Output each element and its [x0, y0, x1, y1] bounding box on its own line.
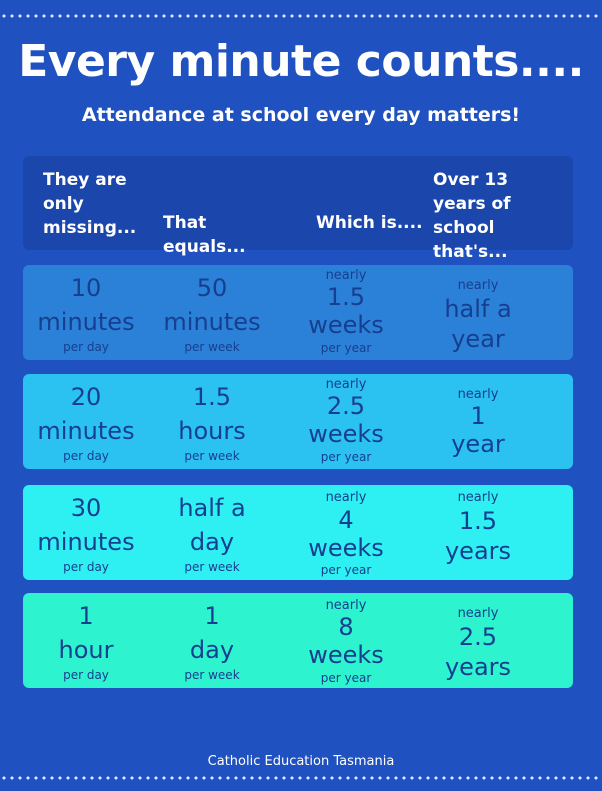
footer-credit: Catholic Education Tasmania — [207, 754, 395, 769]
cell-value: day — [189, 528, 235, 556]
cell-unit: per week — [184, 449, 240, 463]
cell-nearly: nearly — [457, 490, 499, 505]
cell-unit: per day — [63, 560, 109, 574]
cell-nearly: nearly — [457, 606, 499, 621]
header-missing: They are only missing... — [43, 170, 137, 238]
bottom-dotted-border — [0, 776, 602, 780]
cell-value: 20 — [70, 383, 102, 411]
cell-over-13-years: nearly half a year — [413, 265, 543, 372]
cell-value: minutes — [163, 308, 261, 336]
cell-unit: per year — [320, 341, 372, 355]
cell-value: hour — [58, 636, 114, 664]
cell-value: years — [444, 653, 512, 681]
cell-value: 8 — [338, 613, 354, 641]
cell-value: weeks — [308, 420, 384, 448]
cell-unit: per week — [184, 668, 240, 682]
cell-unit: per year — [320, 450, 372, 464]
cell-missing: 30 minutes per day — [23, 485, 149, 586]
header-equals: That equals... — [163, 213, 246, 257]
cell-which-is: nearly 1.5 weeks per year — [281, 265, 411, 362]
page-subtitle: Attendance at school every day matters! — [81, 104, 521, 126]
cell-unit: per week — [184, 560, 240, 574]
cell-value: minutes — [37, 308, 135, 336]
cell-value: 30 — [70, 494, 102, 522]
cell-value: 1 — [204, 602, 220, 630]
cell-missing: 1 hour per day — [23, 593, 149, 694]
cell-missing: 20 minutes per day — [23, 374, 149, 475]
cell-value: weeks — [308, 641, 384, 669]
header-over-13-years: Over 13 years of school that's... — [433, 170, 511, 262]
cell-over-13-years: nearly 2.5 years — [413, 593, 543, 700]
cell-unit: per year — [320, 563, 372, 577]
table-row: 1 hour per day 1 day per week nearly 8 w… — [23, 593, 573, 688]
cell-which-is: nearly 4 weeks per year — [281, 485, 411, 584]
cell-nearly: nearly — [457, 278, 499, 293]
cell-missing: 10 minutes per day — [23, 265, 149, 366]
cell-value: hours — [178, 417, 246, 445]
cell-unit: per day — [63, 668, 109, 682]
cell-nearly: nearly — [325, 490, 367, 505]
cell-nearly: nearly — [325, 268, 367, 283]
cell-value: 1 — [78, 602, 94, 630]
cell-value: 1.5 — [192, 383, 232, 411]
header-which-is: Which is.... — [316, 213, 423, 233]
cell-equals: 1.5 hours per week — [149, 374, 275, 475]
top-dotted-border — [0, 14, 602, 18]
cell-value: 1 — [470, 402, 486, 430]
cell-value: 2.5 — [326, 392, 366, 420]
cell-value: half a — [444, 295, 512, 323]
cell-unit: per week — [184, 340, 240, 354]
cell-value: minutes — [37, 417, 135, 445]
cell-value: day — [189, 636, 235, 664]
table-row: 30 minutes per day half a day per week n… — [23, 485, 573, 580]
cell-value: 2.5 — [458, 623, 498, 651]
cell-value: 50 — [196, 274, 228, 302]
cell-which-is: nearly 8 weeks per year — [281, 593, 411, 692]
cell-value: year — [451, 325, 505, 353]
cell-value: 1.5 — [458, 507, 498, 535]
cell-equals: 1 day per week — [149, 593, 275, 694]
table-row: 10 minutes per day 50 minutes per week n… — [23, 265, 573, 360]
cell-value: 4 — [338, 506, 354, 534]
cell-unit: per day — [63, 340, 109, 354]
cell-value: half a — [178, 494, 246, 522]
cell-equals: half a day per week — [149, 485, 275, 586]
cell-nearly: nearly — [325, 598, 367, 613]
cell-which-is: nearly 2.5 weeks per year — [281, 374, 411, 471]
cell-value: 1.5 — [326, 283, 366, 311]
cell-value: 10 — [70, 274, 102, 302]
table-header: They are only missing... That equals... … — [23, 156, 573, 262]
cell-value: minutes — [37, 528, 135, 556]
cell-value: years — [444, 537, 512, 565]
cell-unit: per year — [320, 671, 372, 685]
cell-value: year — [451, 430, 505, 458]
table-row: 20 minutes per day 1.5 hours per week ne… — [23, 374, 573, 469]
cell-nearly: nearly — [457, 387, 499, 402]
page-title: Every minute counts.... — [18, 36, 584, 87]
cell-over-13-years: nearly 1 year — [413, 374, 543, 481]
cell-value: weeks — [308, 534, 384, 562]
cell-over-13-years: nearly 1.5 years — [413, 485, 543, 584]
cell-equals: 50 minutes per week — [149, 265, 275, 366]
cell-nearly: nearly — [325, 377, 367, 392]
cell-unit: per day — [63, 449, 109, 463]
cell-value: weeks — [308, 311, 384, 339]
